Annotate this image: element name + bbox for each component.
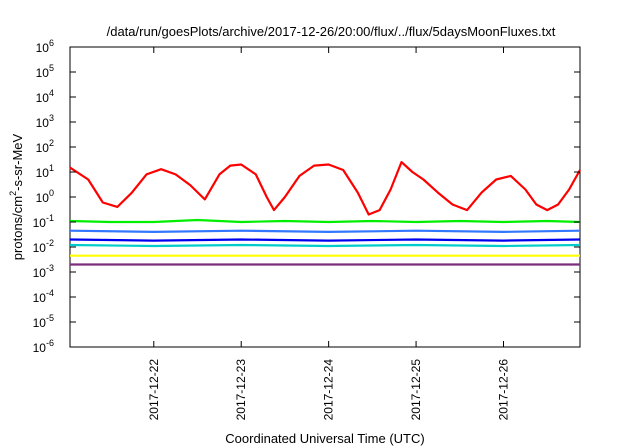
x-tick-label: 2017-12-25 xyxy=(409,359,423,421)
series-line-1 xyxy=(69,218,581,224)
y-tick-label: 104 xyxy=(36,88,54,105)
x-tick-label: 2017-12-23 xyxy=(234,359,248,421)
y-tick-label: 10-1 xyxy=(33,213,54,230)
y-tick-label: 102 xyxy=(36,138,54,155)
y-tick-label: 100 xyxy=(36,188,54,205)
y-tick-label: 106 xyxy=(36,38,54,55)
y-tick-label: 10-3 xyxy=(33,263,54,280)
y-axis-label-part1: protons/cm xyxy=(10,196,25,260)
y-tick-label: 10-5 xyxy=(33,313,54,330)
series-line-4 xyxy=(69,238,581,242)
chart-title: /data/run/goesPlots/archive/2017-12-26/2… xyxy=(107,24,556,39)
y-tick-label: 10-6 xyxy=(33,338,54,355)
series-layer xyxy=(69,161,581,266)
y-axis-label-part2: -s-sr-MeV xyxy=(10,133,25,190)
y-tick-label: 10-2 xyxy=(33,238,54,255)
y-tick-label: 103 xyxy=(36,113,54,130)
y-axis-label: protons/cm2-s-sr-MeV xyxy=(8,133,25,260)
series-line-2 xyxy=(69,243,581,248)
plot-area xyxy=(69,46,581,348)
x-tick-label: 2017-12-22 xyxy=(147,359,161,421)
x-axis-label: Coordinated Universal Time (UTC) xyxy=(225,431,424,446)
y-tick-label: 105 xyxy=(36,63,54,80)
y-tick-label: 10-4 xyxy=(33,288,54,305)
x-axis-ticks: 2017-12-22 2017-12-23 2017-12-24 2017-12-25… xyxy=(147,47,511,420)
x-tick-label: 2017-12-26 xyxy=(497,359,511,421)
plot-frame xyxy=(69,46,581,348)
series-line-3 xyxy=(69,229,581,233)
y-tick-label: 101 xyxy=(36,163,54,180)
y-axis-ticks: 10-6 10-5 10-4 10-3 10-2 10-1 100 101 102 103 104 1… xyxy=(33,38,580,355)
x-tick-label: 2017-12-24 xyxy=(322,359,336,421)
series-line-0 xyxy=(69,161,581,216)
y-axis-label-superscript: 2 xyxy=(8,191,18,196)
